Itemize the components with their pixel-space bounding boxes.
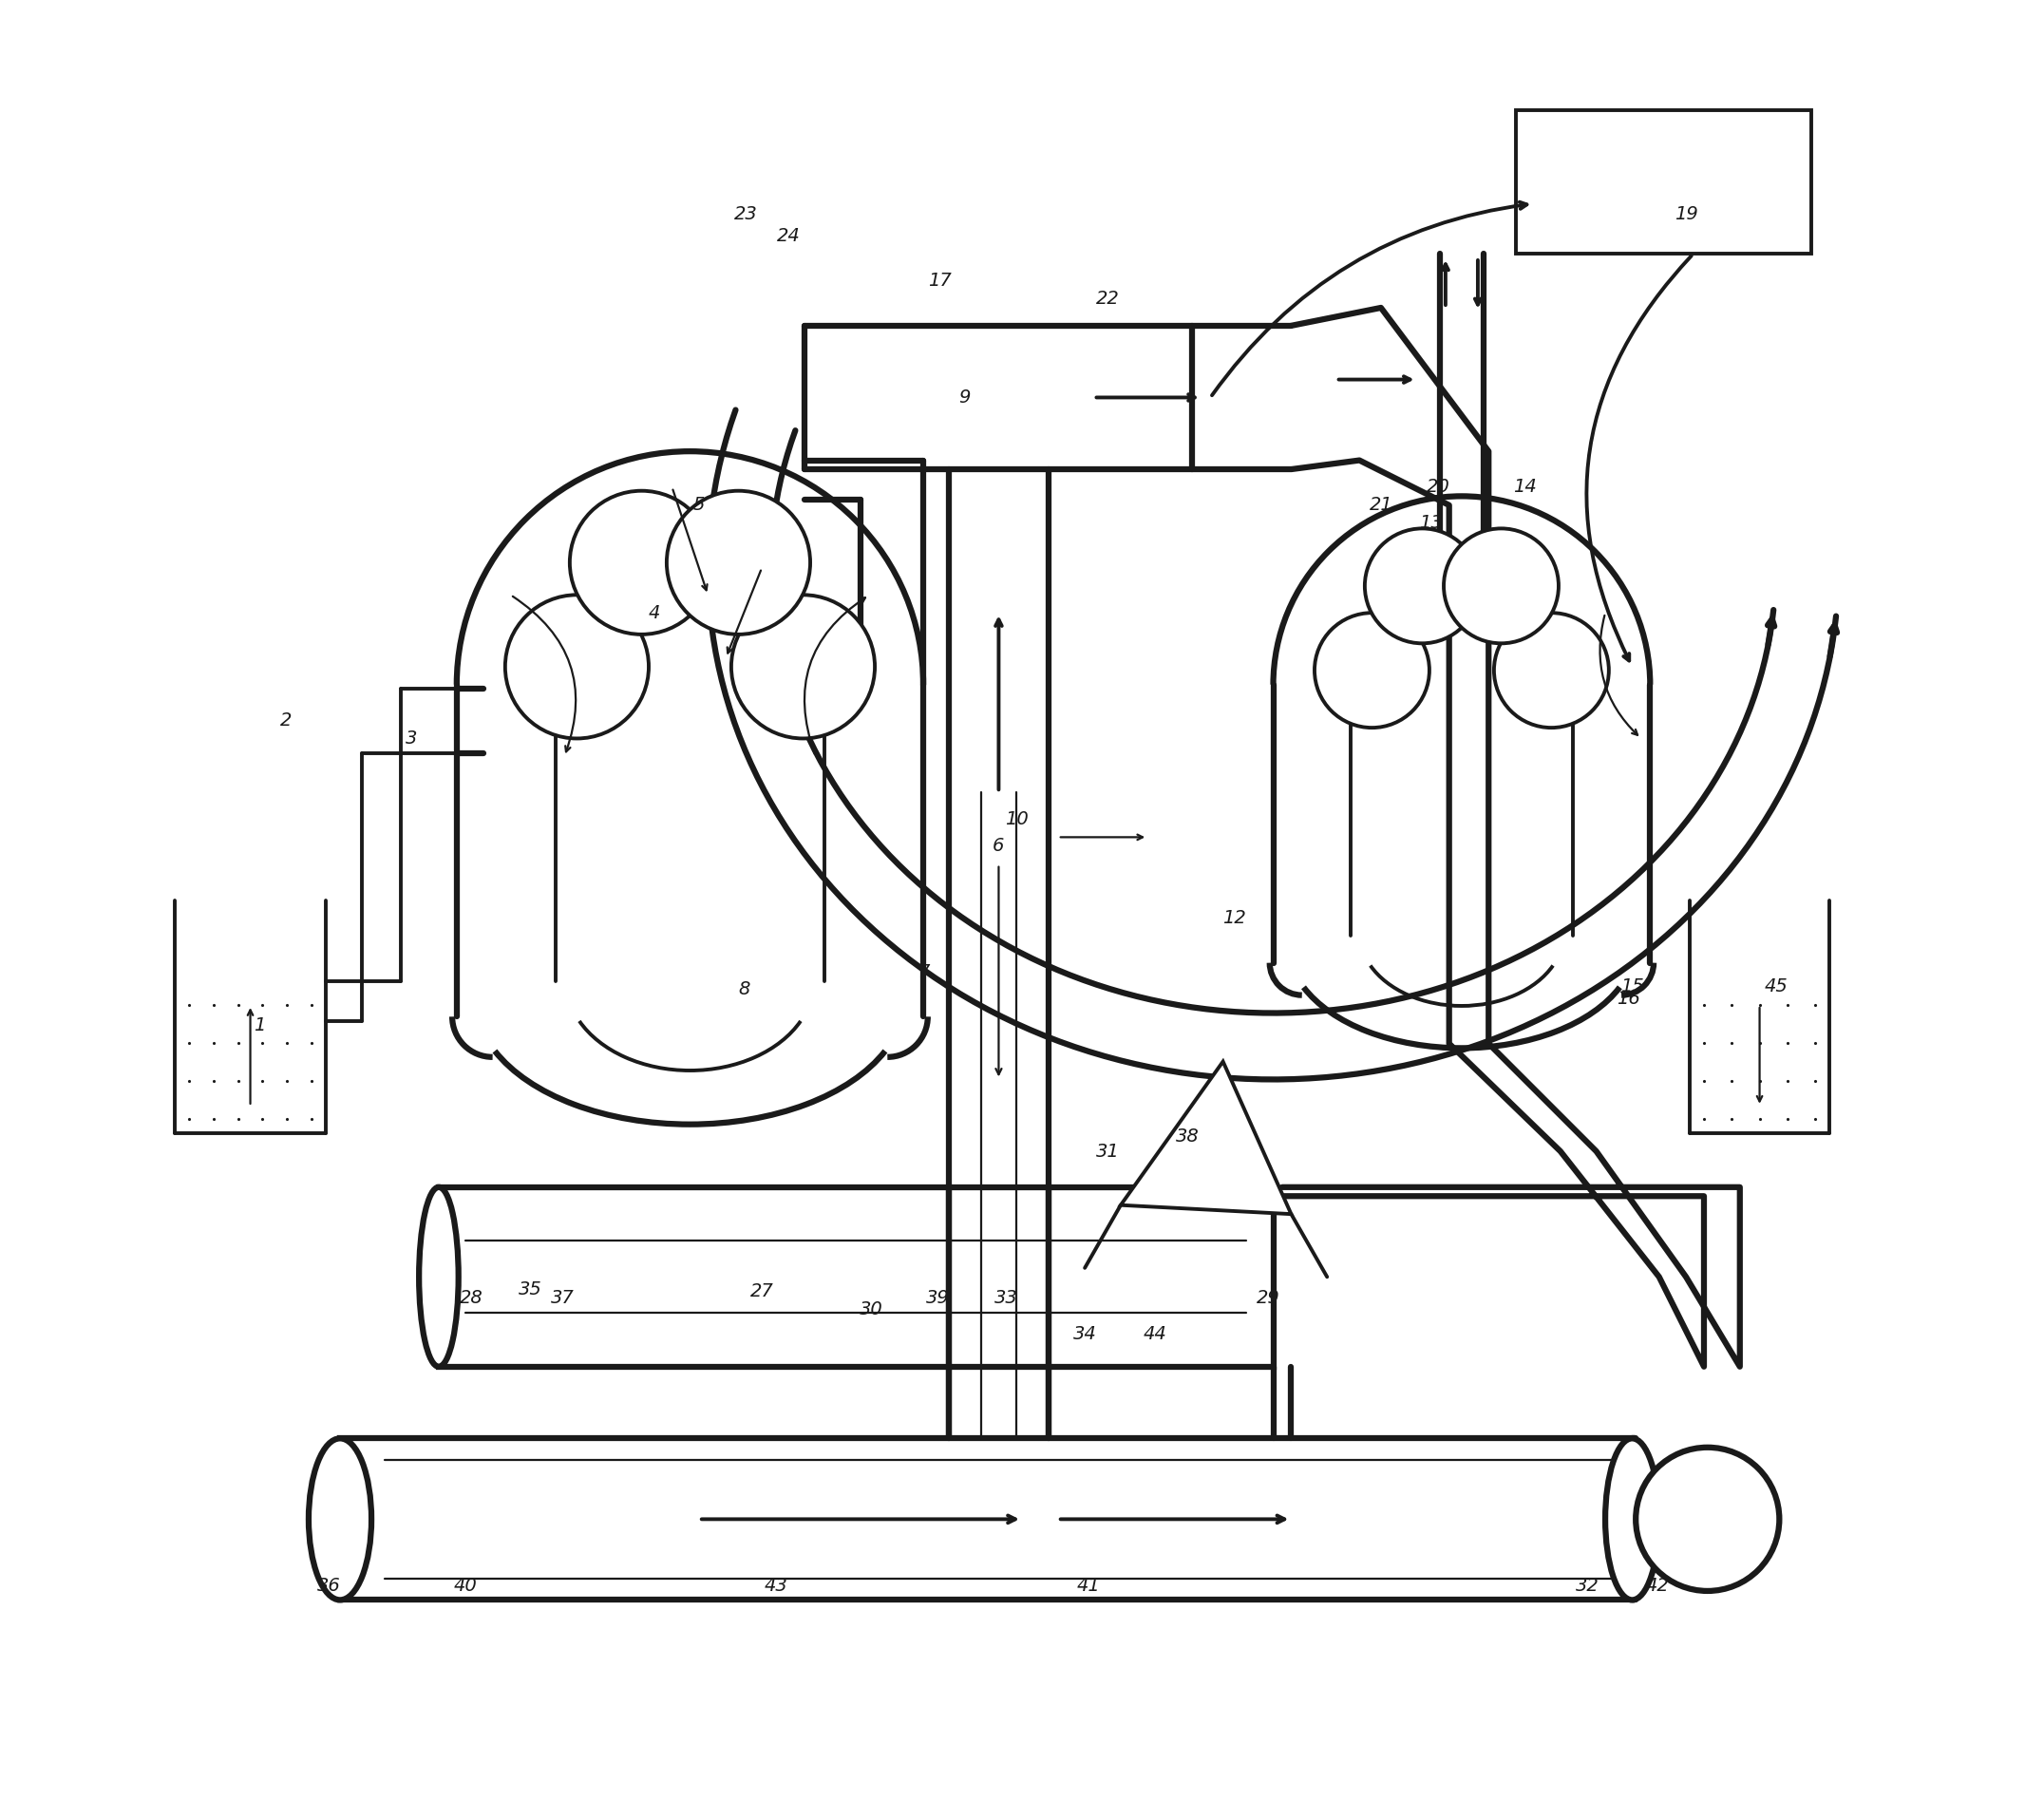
- Polygon shape: [1120, 1062, 1292, 1213]
- Text: 20: 20: [1427, 479, 1449, 497]
- Text: 45: 45: [1764, 977, 1788, 995]
- Text: 43: 43: [764, 1577, 787, 1595]
- Text: 36: 36: [317, 1577, 341, 1595]
- Text: 31: 31: [1096, 1143, 1120, 1161]
- Text: 5: 5: [693, 497, 705, 515]
- Text: 2: 2: [280, 711, 292, 729]
- Circle shape: [1494, 612, 1609, 727]
- Text: 24: 24: [777, 227, 801, 245]
- Text: 13: 13: [1419, 515, 1443, 533]
- Ellipse shape: [1605, 1438, 1660, 1600]
- Text: 27: 27: [750, 1282, 773, 1300]
- Text: 28: 28: [460, 1289, 482, 1307]
- Text: 17: 17: [928, 272, 950, 290]
- Text: 4: 4: [648, 603, 660, 621]
- Text: 1: 1: [253, 1017, 266, 1035]
- Text: 33: 33: [993, 1289, 1018, 1307]
- Text: 16: 16: [1617, 990, 1641, 1008]
- Circle shape: [666, 491, 809, 634]
- Text: 9: 9: [959, 389, 971, 407]
- Text: 39: 39: [926, 1289, 948, 1307]
- Circle shape: [505, 594, 648, 738]
- Text: 3: 3: [407, 729, 417, 747]
- Ellipse shape: [419, 1188, 458, 1366]
- Text: 32: 32: [1576, 1577, 1598, 1595]
- Text: 10: 10: [1006, 810, 1028, 828]
- Circle shape: [1365, 529, 1480, 643]
- Text: 12: 12: [1222, 909, 1245, 927]
- Text: 35: 35: [519, 1280, 542, 1298]
- Text: 34: 34: [1073, 1325, 1096, 1343]
- Text: 37: 37: [550, 1289, 574, 1307]
- Text: 22: 22: [1096, 290, 1120, 308]
- Text: 29: 29: [1257, 1289, 1280, 1307]
- Text: 21: 21: [1369, 497, 1392, 515]
- Text: 23: 23: [734, 205, 758, 223]
- Circle shape: [1443, 529, 1560, 643]
- Text: 19: 19: [1674, 205, 1699, 223]
- Text: 8: 8: [738, 981, 750, 999]
- Circle shape: [1635, 1447, 1780, 1591]
- Text: 7: 7: [918, 963, 930, 981]
- Circle shape: [1314, 612, 1429, 727]
- Text: 14: 14: [1513, 479, 1537, 497]
- Bar: [439, 1188, 1273, 1366]
- Bar: [1515, 110, 1811, 254]
- Ellipse shape: [309, 1438, 372, 1600]
- Text: 6: 6: [993, 837, 1004, 855]
- Circle shape: [570, 491, 713, 634]
- Bar: [339, 1438, 1633, 1600]
- Text: 30: 30: [858, 1300, 883, 1318]
- Text: 44: 44: [1143, 1325, 1167, 1343]
- Circle shape: [732, 594, 875, 738]
- Text: 15: 15: [1621, 977, 1643, 995]
- Text: 40: 40: [454, 1577, 478, 1595]
- Text: 42: 42: [1645, 1577, 1670, 1595]
- Text: 38: 38: [1175, 1129, 1200, 1147]
- Text: 41: 41: [1077, 1577, 1100, 1595]
